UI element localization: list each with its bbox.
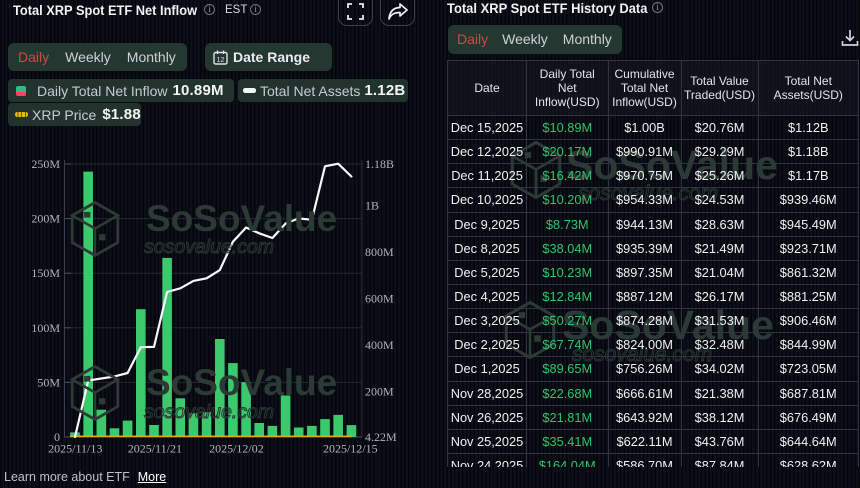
svg-text:400M: 400M [365, 338, 394, 352]
svg-text:100M: 100M [31, 321, 60, 335]
svg-text:2025/12/02: 2025/12/02 [209, 442, 264, 456]
svg-text:2025/11/21: 2025/11/21 [128, 442, 182, 456]
svg-text:200M: 200M [365, 385, 394, 399]
svg-text:600M: 600M [365, 292, 394, 306]
svg-text:1B: 1B [365, 199, 379, 213]
svg-text:12: 12 [217, 57, 225, 64]
svg-text:2025/12/15: 2025/12/15 [323, 442, 378, 456]
svg-text:200M: 200M [31, 212, 60, 226]
svg-text:150M: 150M [31, 266, 60, 280]
svg-text:800M: 800M [365, 245, 394, 259]
svg-text:0: 0 [54, 430, 60, 444]
svg-text:250M: 250M [31, 157, 60, 171]
svg-text:1.18B: 1.18B [365, 157, 394, 171]
svg-text:4.22M: 4.22M [365, 430, 397, 444]
svg-text:50M: 50M [37, 375, 60, 389]
svg-text:2025/11/13: 2025/11/13 [48, 442, 102, 456]
